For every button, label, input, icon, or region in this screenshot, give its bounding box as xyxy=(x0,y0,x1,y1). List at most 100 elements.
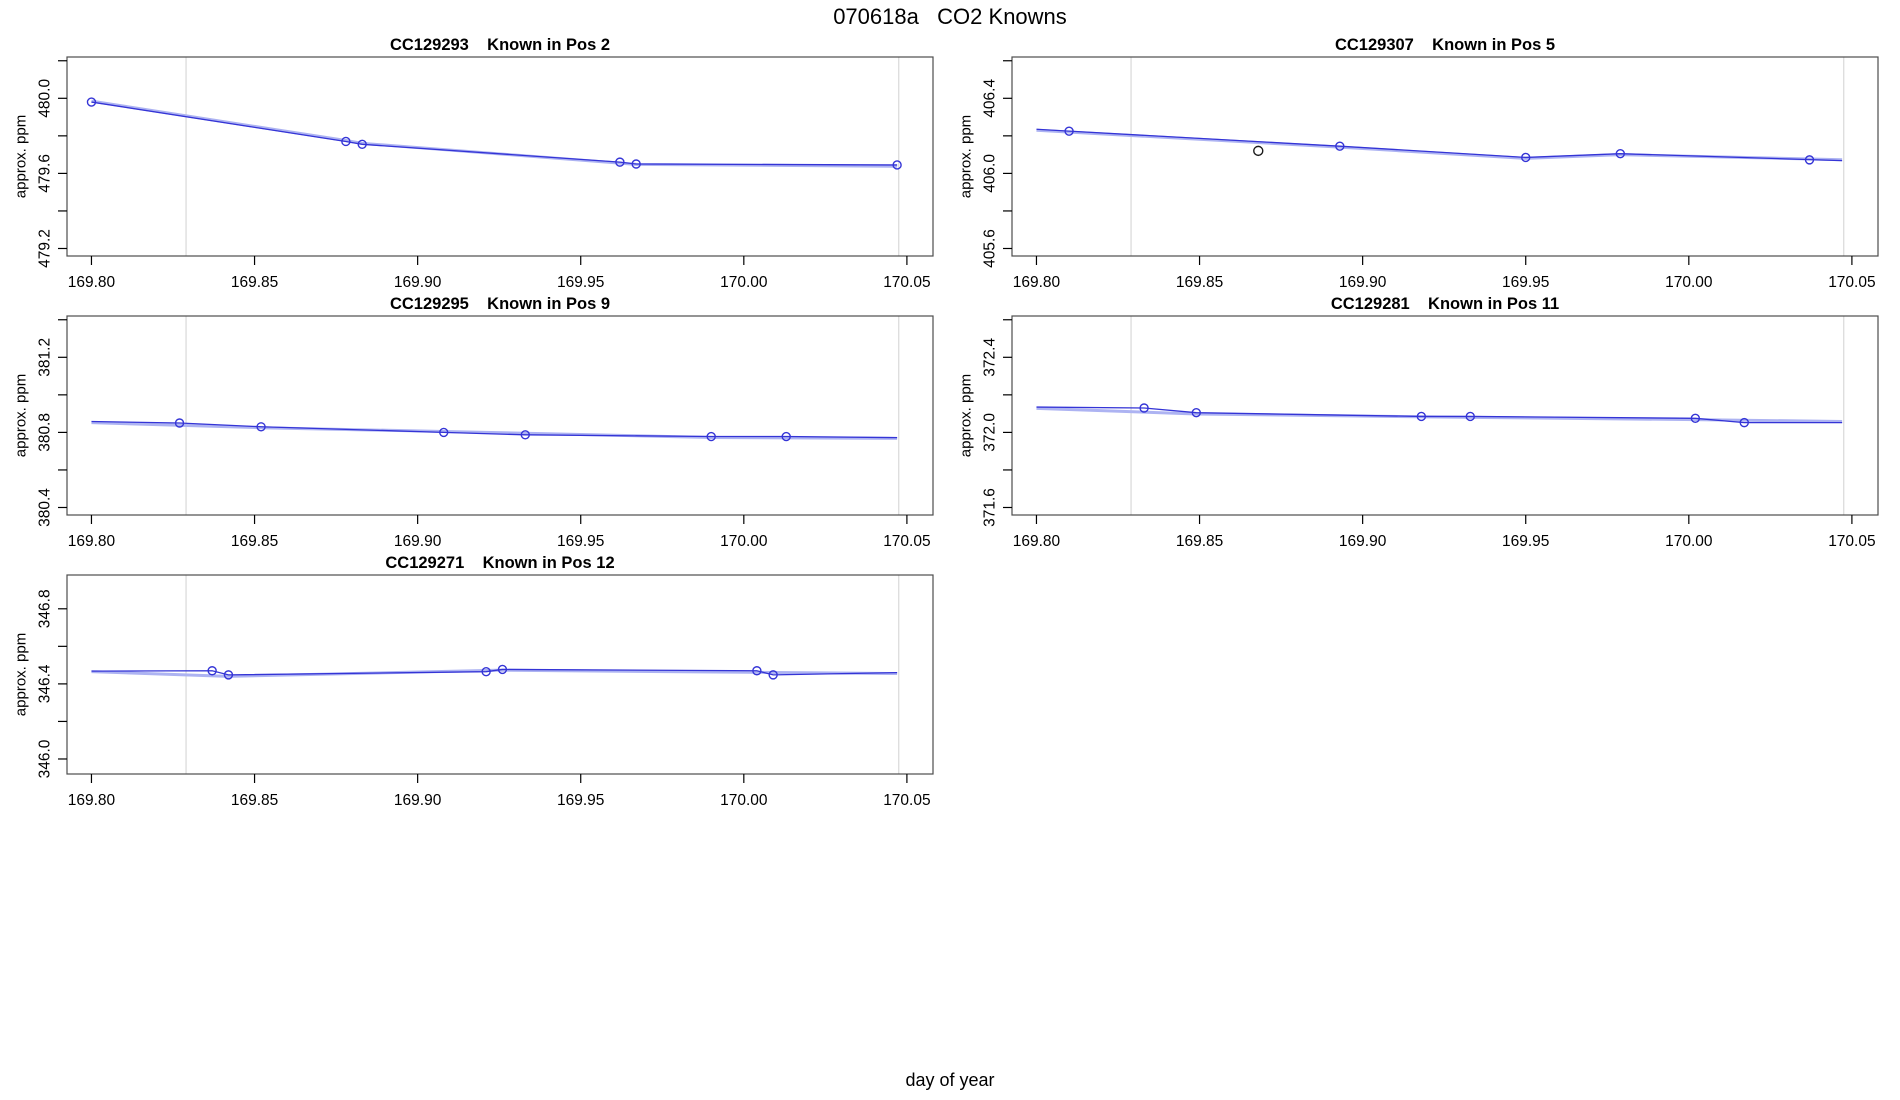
data-point-marker xyxy=(207,666,217,676)
y-tick-label: 372.0 xyxy=(982,413,999,452)
smoothed-line-series xyxy=(1036,128,1843,162)
data-point-marker xyxy=(1064,126,1074,136)
subplot-panel: 169.80 169.85 169.90 169.95 170.00 170.05 346.… xyxy=(13,554,934,809)
x-tick-label: 169.85 xyxy=(231,792,278,809)
x-tick-label: 169.90 xyxy=(394,533,442,550)
data-point-marker xyxy=(615,157,625,167)
y-axis-label: approx. ppm xyxy=(13,633,30,716)
x-tick-label: 170.00 xyxy=(720,792,768,809)
data-point-marker xyxy=(631,159,641,169)
y-axis-label: approx. ppm xyxy=(958,115,975,198)
subplot-title: CC129271 Known in Pos 12 xyxy=(385,554,614,572)
data-point-marker xyxy=(439,427,449,438)
x-tick-label: 170.00 xyxy=(720,533,768,550)
x-tick-label: 170.05 xyxy=(1828,274,1875,291)
x-tick-label: 169.80 xyxy=(68,274,116,291)
plot-frame xyxy=(66,56,934,257)
x-tick-label: 170.05 xyxy=(1828,533,1875,550)
y-tick-label: 372.4 xyxy=(982,338,999,377)
x-tick-label: 169.80 xyxy=(68,792,116,809)
x-tick-label: 169.95 xyxy=(1502,533,1549,550)
data-point-marker xyxy=(341,136,351,147)
y-tick-label: 480.0 xyxy=(37,79,54,118)
subplot-title: CC129281 Known in Pos 11 xyxy=(1331,295,1559,313)
data-point-marker xyxy=(256,422,266,432)
subplot-panel: 169.80 169.85 169.90 169.95 170.00 170.05 380.… xyxy=(13,295,934,550)
y-axis-label: approx. ppm xyxy=(13,374,30,457)
x-tick-label: 169.85 xyxy=(231,274,278,291)
subplot-title: CC129295 Known in Pos 9 xyxy=(390,295,610,313)
subplot-title: CC129293 Known in Pos 2 xyxy=(390,36,610,54)
plot-frame xyxy=(66,315,934,516)
known-co2-line-series xyxy=(91,668,898,676)
y-tick-label: 371.6 xyxy=(982,488,999,527)
y-tick-label: 346.8 xyxy=(37,589,54,628)
x-tick-label: 169.80 xyxy=(1013,533,1061,550)
y-tick-label: 406.4 xyxy=(982,79,999,118)
outlier-point-marker xyxy=(1253,145,1264,157)
x-tick-label: 169.95 xyxy=(1502,274,1549,291)
subplot-title: CC129307 Known in Pos 5 xyxy=(1335,36,1555,54)
subplot-panel: 169.80 169.85 169.90 169.95 170.00 170.05 405.… xyxy=(958,36,1879,291)
data-point-marker xyxy=(706,431,716,442)
data-point-marker xyxy=(892,160,902,170)
smoothed-line-series xyxy=(91,421,898,440)
x-tick-label: 170.05 xyxy=(883,792,930,809)
x-tick-label: 170.05 xyxy=(883,533,930,550)
data-point-marker xyxy=(481,666,491,677)
subplot-panel: 169.80 169.85 169.90 169.95 170.00 170.05 479.… xyxy=(13,36,934,291)
known-co2-line-series xyxy=(91,101,898,166)
data-point-marker xyxy=(1690,413,1701,424)
data-point-marker xyxy=(223,670,234,680)
y-tick-label: 380.4 xyxy=(37,488,54,527)
known-co2-line-series xyxy=(1036,128,1843,162)
x-tick-label: 169.85 xyxy=(1176,533,1223,550)
data-point-marker xyxy=(357,139,367,149)
y-tick-label: 346.4 xyxy=(37,664,54,703)
x-tick-label: 169.90 xyxy=(394,792,442,809)
data-point-marker xyxy=(1521,152,1531,163)
x-tick-label: 170.05 xyxy=(883,274,930,291)
data-point-marker xyxy=(1804,155,1815,165)
y-tick-label: 380.8 xyxy=(37,413,54,452)
x-tick-label: 169.90 xyxy=(394,274,442,291)
subplot-panel: 169.80 169.85 169.90 169.95 170.00 170.05 371.… xyxy=(958,295,1879,550)
smoothed-line-series xyxy=(91,99,898,168)
figure-title: 070618a CO2 Knowns xyxy=(833,4,1067,29)
data-point-marker xyxy=(768,670,778,680)
data-point-marker xyxy=(1416,411,1427,422)
data-point-marker xyxy=(520,430,530,440)
x-tick-label: 169.90 xyxy=(1339,274,1387,291)
x-tick-label: 169.90 xyxy=(1339,533,1387,550)
y-axis-label: approx. ppm xyxy=(958,374,975,457)
data-point-marker xyxy=(497,664,508,675)
x-tick-label: 170.00 xyxy=(720,274,768,291)
plot-frame xyxy=(1011,56,1879,257)
x-tick-label: 169.95 xyxy=(557,274,604,291)
known-co2-line-series xyxy=(91,420,898,439)
data-point-marker xyxy=(752,666,762,676)
data-point-marker xyxy=(1465,411,1475,422)
x-tick-label: 169.95 xyxy=(557,533,604,550)
x-tick-label: 169.85 xyxy=(1176,274,1223,291)
x-tick-label: 170.00 xyxy=(1665,274,1713,291)
plot-frame xyxy=(1011,315,1879,516)
known-co2-line-series xyxy=(1036,406,1843,424)
smoothed-line-series xyxy=(1036,406,1843,424)
data-point-marker xyxy=(1139,403,1149,413)
y-axis-label: approx. ppm xyxy=(13,115,30,198)
x-tick-label: 169.80 xyxy=(68,533,116,550)
y-tick-label: 479.6 xyxy=(37,154,54,193)
data-point-marker xyxy=(1335,141,1345,151)
data-point-marker xyxy=(86,97,97,107)
x-tick-label: 170.00 xyxy=(1665,533,1713,550)
plot-frame xyxy=(66,574,934,775)
x-tick-label: 169.95 xyxy=(557,792,604,809)
data-point-marker xyxy=(174,418,185,428)
y-tick-label: 479.2 xyxy=(37,229,54,268)
data-point-marker xyxy=(781,431,791,442)
y-tick-label: 406.0 xyxy=(982,154,999,193)
y-tick-label: 346.0 xyxy=(37,739,54,778)
